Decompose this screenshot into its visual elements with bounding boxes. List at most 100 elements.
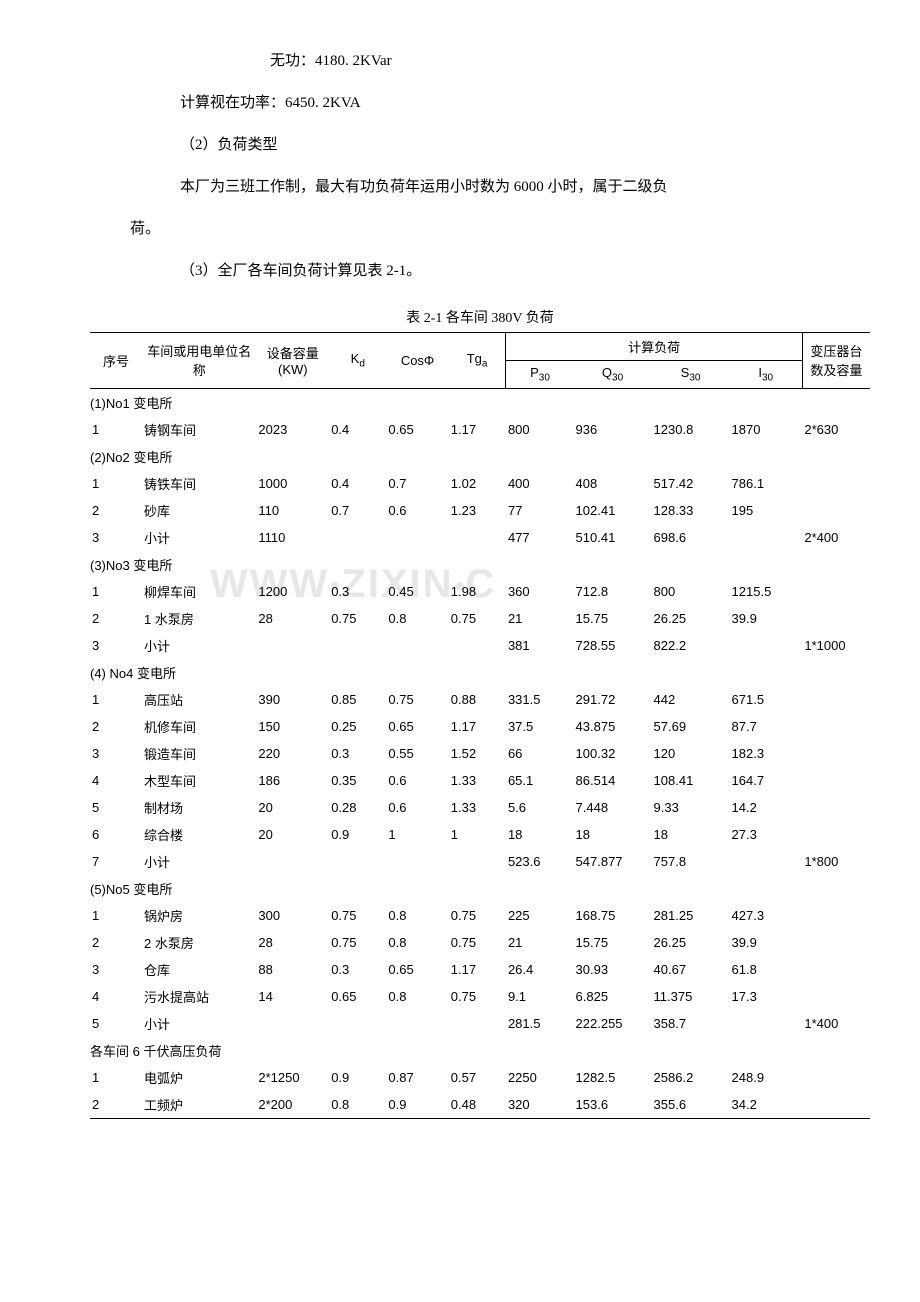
cell-kd: 0.3 xyxy=(329,578,386,605)
cell-kd: 0.4 xyxy=(329,470,386,497)
cell-s30: 517.42 xyxy=(652,470,730,497)
cell-q30: 712.8 xyxy=(574,578,652,605)
paragraph-line2: 计算视在功率：6450. 2KVA xyxy=(180,82,830,124)
cell-kd: 0.85 xyxy=(329,686,386,713)
cell-tg: 0.48 xyxy=(449,1091,506,1119)
cell-cos: 0.6 xyxy=(386,794,448,821)
cell-i30 xyxy=(730,848,803,875)
cell-i30: 34.2 xyxy=(730,1091,803,1119)
cell-seq: 2 xyxy=(90,605,142,632)
cell-s30: 57.69 xyxy=(652,713,730,740)
cell-name: 高压站 xyxy=(142,686,256,713)
cell-kd: 0.75 xyxy=(329,902,386,929)
cell-cos: 0.6 xyxy=(386,767,448,794)
cell-seq: 1 xyxy=(90,470,142,497)
cell-capacity: 186 xyxy=(256,767,329,794)
cell-i30: 14.2 xyxy=(730,794,803,821)
cell-tg xyxy=(449,632,506,659)
cell-i30: 61.8 xyxy=(730,956,803,983)
cell-capacity: 2*200 xyxy=(256,1091,329,1119)
table-row: 4污水提高站140.650.80.759.16.82511.37517.3 xyxy=(90,983,870,1010)
section-label-row: (4) No4 变电所 xyxy=(90,659,870,686)
cell-s30: 108.41 xyxy=(652,767,730,794)
table-row: 7小计523.6547.877757.81*800 xyxy=(90,848,870,875)
cell-s30: 822.2 xyxy=(652,632,730,659)
cell-q30: 30.93 xyxy=(574,956,652,983)
cell-seq: 6 xyxy=(90,821,142,848)
cell-kd: 0.8 xyxy=(329,1091,386,1119)
cell-i30: 1870 xyxy=(730,416,803,443)
cell-capacity: 28 xyxy=(256,605,329,632)
table-header-row1: 序号 车间或用电单位名称 设备容量(KW) Kd CosΦ Tga 计算负荷 变… xyxy=(90,333,870,361)
cell-cos xyxy=(386,524,448,551)
cell-capacity: 1200 xyxy=(256,578,329,605)
cell-name: 小计 xyxy=(142,848,256,875)
cell-tg: 1.33 xyxy=(449,767,506,794)
cell-p30: 320 xyxy=(506,1091,574,1119)
cell-capacity: 1000 xyxy=(256,470,329,497)
header-transformer: 变压器台数及容量 xyxy=(802,333,870,389)
cell-tg: 0.75 xyxy=(449,929,506,956)
cell-s30: 355.6 xyxy=(652,1091,730,1119)
cell-tg: 0.88 xyxy=(449,686,506,713)
cell-kd: 0.75 xyxy=(329,605,386,632)
cell-q30: 168.75 xyxy=(574,902,652,929)
table-row: 2机修车间1500.250.651.1737.543.87557.6987.7 xyxy=(90,713,870,740)
cell-cos: 0.8 xyxy=(386,902,448,929)
cell-tg: 0.75 xyxy=(449,983,506,1010)
cell-tg xyxy=(449,1010,506,1037)
cell-tg: 1.02 xyxy=(449,470,506,497)
cell-capacity: 1110 xyxy=(256,524,329,551)
cell-transformer: 1*1000 xyxy=(802,632,870,659)
header-p30: P30 xyxy=(506,361,574,389)
cell-seq: 1 xyxy=(90,686,142,713)
cell-kd: 0.35 xyxy=(329,767,386,794)
cell-transformer xyxy=(802,713,870,740)
cell-seq: 2 xyxy=(90,1091,142,1119)
cell-kd: 0.3 xyxy=(329,956,386,983)
section-label-row: 各车间 6 千伏高压负荷 xyxy=(90,1037,870,1064)
cell-kd xyxy=(329,524,386,551)
cell-q30: 547.877 xyxy=(574,848,652,875)
cell-p30: 400 xyxy=(506,470,574,497)
cell-seq: 5 xyxy=(90,794,142,821)
cell-cos xyxy=(386,848,448,875)
cell-transformer xyxy=(802,902,870,929)
cell-name: 锻造车间 xyxy=(142,740,256,767)
cell-cos: 0.8 xyxy=(386,983,448,1010)
table-row: 3仓库880.30.651.1726.430.9340.6761.8 xyxy=(90,956,870,983)
cell-s30: 1230.8 xyxy=(652,416,730,443)
cell-q30: 43.875 xyxy=(574,713,652,740)
cell-kd: 0.9 xyxy=(329,821,386,848)
cell-name: 综合楼 xyxy=(142,821,256,848)
cell-transformer xyxy=(802,767,870,794)
cell-capacity xyxy=(256,848,329,875)
cell-i30: 427.3 xyxy=(730,902,803,929)
paragraph-line5: （3）全厂各车间负荷计算见表 2-1。 xyxy=(180,250,830,292)
cell-p30: 2250 xyxy=(506,1064,574,1091)
cell-p30: 523.6 xyxy=(506,848,574,875)
cell-cos: 0.87 xyxy=(386,1064,448,1091)
header-s30: S30 xyxy=(652,361,730,389)
cell-i30 xyxy=(730,1010,803,1037)
cell-q30: 100.32 xyxy=(574,740,652,767)
cell-name: 污水提高站 xyxy=(142,983,256,1010)
cell-q30: 6.825 xyxy=(574,983,652,1010)
cell-q30: 222.255 xyxy=(574,1010,652,1037)
cell-name: 制材场 xyxy=(142,794,256,821)
cell-i30: 182.3 xyxy=(730,740,803,767)
cell-s30: 442 xyxy=(652,686,730,713)
cell-q30: 18 xyxy=(574,821,652,848)
table-row: 1铸铁车间10000.40.71.02400408517.42786.1 xyxy=(90,470,870,497)
section-label: 各车间 6 千伏高压负荷 xyxy=(90,1037,870,1064)
cell-p30: 18 xyxy=(506,821,574,848)
cell-seq: 3 xyxy=(90,740,142,767)
cell-seq: 3 xyxy=(90,632,142,659)
header-seq: 序号 xyxy=(90,333,142,389)
cell-s30: 128.33 xyxy=(652,497,730,524)
table-row: 1柳焊车间12000.30.451.98360712.88001215.5 xyxy=(90,578,870,605)
cell-s30: 698.6 xyxy=(652,524,730,551)
cell-s30: 11.375 xyxy=(652,983,730,1010)
cell-name: 小计 xyxy=(142,1010,256,1037)
cell-tg: 0.75 xyxy=(449,605,506,632)
